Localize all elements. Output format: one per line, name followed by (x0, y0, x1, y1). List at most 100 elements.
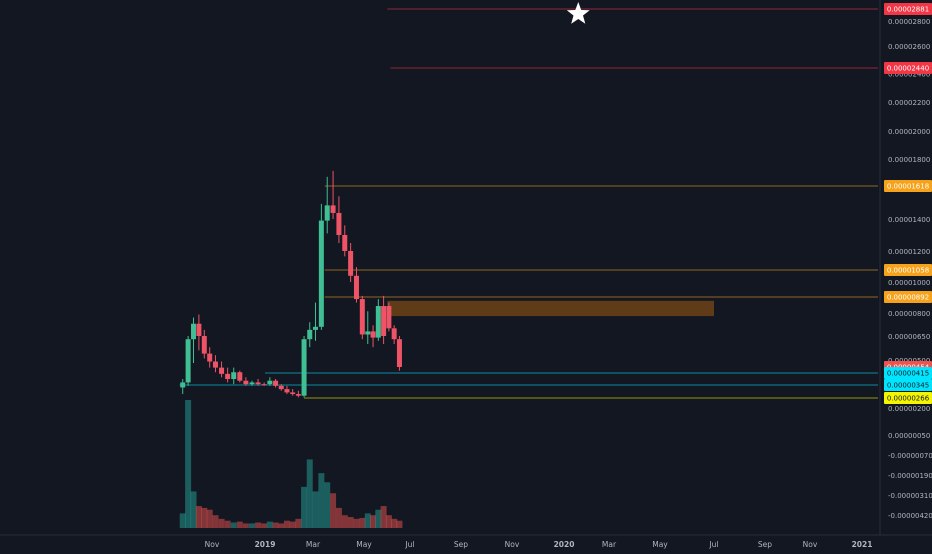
price-level-tag-label: 0.00000266 (887, 395, 930, 403)
volume-bar (201, 507, 208, 528)
time-axis-tick-label: 2020 (554, 540, 575, 549)
candle-body[interactable] (273, 380, 279, 386)
candle-body[interactable] (342, 235, 348, 251)
supply-zone-box[interactable] (387, 300, 714, 317)
volume-bar (341, 515, 348, 528)
candle-body[interactable] (225, 373, 231, 379)
candle-body[interactable] (396, 339, 402, 367)
volume-bar (179, 513, 186, 528)
price-level-tag-label: 0.00001058 (887, 267, 929, 275)
candle-body[interactable] (359, 299, 365, 335)
price-level-tag-label: 0.00001618 (887, 183, 929, 191)
candle-body[interactable] (255, 382, 261, 385)
volume-bar (364, 513, 371, 528)
volume-bar (330, 493, 337, 528)
candle-body[interactable] (219, 367, 225, 374)
candle-body[interactable] (353, 275, 359, 300)
price-level-tag[interactable] (884, 379, 932, 391)
volume-bar (266, 521, 273, 528)
candle-body[interactable] (370, 331, 376, 338)
candle-body[interactable] (243, 380, 249, 385)
time-axis-tick-label: Mar (306, 540, 321, 549)
volume-bar (224, 520, 231, 528)
volume-bar (396, 520, 403, 528)
candle-body[interactable] (212, 361, 218, 368)
price-axis-tick-label: 0.00001000 (888, 279, 930, 287)
candle-body[interactable] (295, 394, 301, 396)
candle-body[interactable] (261, 384, 267, 386)
price-level-tag[interactable] (884, 392, 932, 404)
candle-body[interactable] (336, 212, 342, 235)
candle-body[interactable] (318, 220, 324, 327)
candle-body[interactable] (375, 306, 381, 338)
volume-bar (206, 509, 213, 528)
time-axis-tick-label: 2019 (255, 540, 276, 549)
price-axis-tick-label: 0.00001200 (888, 248, 930, 256)
price-axis-tick-label: 0.00002200 (888, 99, 930, 107)
candle-body[interactable] (278, 385, 284, 390)
candle-body[interactable] (365, 331, 371, 335)
candle-body[interactable] (386, 306, 392, 329)
price-level-tag-label: 0.00002440 (887, 65, 929, 73)
time-axis-tick-label: Sep (758, 540, 772, 549)
price-axis-tick-label: -0.00000190 (888, 472, 932, 480)
time-axis-tick-label: Nov (803, 540, 818, 549)
candle-body[interactable] (381, 306, 387, 336)
volume-bar (289, 521, 296, 528)
candle-body[interactable] (348, 251, 354, 276)
candle-body[interactable] (231, 372, 237, 379)
candle-body[interactable] (301, 339, 307, 396)
volume-bar (301, 486, 308, 528)
candle-body[interactable] (307, 329, 313, 340)
price-axis-tick-label: 0.00002600 (888, 43, 930, 51)
star-icon[interactable] (566, 2, 590, 24)
candle-body[interactable] (201, 336, 207, 354)
candle-body[interactable] (267, 380, 273, 385)
candle-body[interactable] (191, 323, 197, 340)
price-level-tag-label: 0.00000892 (887, 294, 929, 302)
price-level-tag[interactable] (884, 291, 932, 303)
price-axis-tick-label: 0.00000050 (888, 432, 930, 440)
volume-bar (370, 515, 377, 528)
volume-bar (272, 522, 279, 528)
price-level-tag[interactable] (884, 367, 932, 379)
candle-body[interactable] (313, 326, 319, 330)
candle-body[interactable] (207, 353, 213, 362)
time-axis-tick-label: Mar (602, 540, 617, 549)
candle-body[interactable] (290, 392, 296, 395)
volume-bar (248, 523, 255, 528)
volume-bar (185, 400, 192, 528)
time-axis-tick-label: Nov (205, 540, 220, 549)
price-axis-tick-label: 0.00000200 (888, 405, 930, 413)
candle-body[interactable] (237, 372, 243, 381)
volume-bar (230, 522, 237, 528)
volume-bar (283, 520, 290, 528)
price-axis-tick-label: 0.00000800 (888, 310, 930, 318)
price-axis-tick-label: -0.00000070 (888, 452, 932, 460)
candle-body[interactable] (185, 339, 191, 383)
volume-bar (190, 491, 197, 528)
volume-bar (242, 523, 249, 528)
candle-body[interactable] (324, 205, 330, 221)
price-level-tag[interactable] (884, 62, 932, 74)
volume-bar (318, 473, 325, 528)
volume-bar (380, 506, 387, 528)
candle-body[interactable] (284, 389, 290, 393)
price-level-tag[interactable] (884, 180, 932, 192)
volume-bar (236, 521, 243, 528)
price-level-tag[interactable] (884, 264, 932, 276)
candle-body[interactable] (330, 205, 336, 213)
volume-bar (391, 518, 398, 528)
candle-body[interactable] (180, 382, 186, 388)
price-level-tag-label: 0.00000415 (887, 370, 929, 378)
volume-bar (295, 518, 302, 528)
price-level-tag-label: 0.00002881 (887, 6, 929, 14)
candle-body[interactable] (196, 323, 202, 336)
volume-bar (324, 482, 331, 528)
candle-body[interactable] (391, 328, 397, 340)
price-level-tag[interactable] (884, 3, 932, 15)
time-axis-tick-label: Sep (454, 540, 468, 549)
candle-body[interactable] (249, 382, 255, 385)
